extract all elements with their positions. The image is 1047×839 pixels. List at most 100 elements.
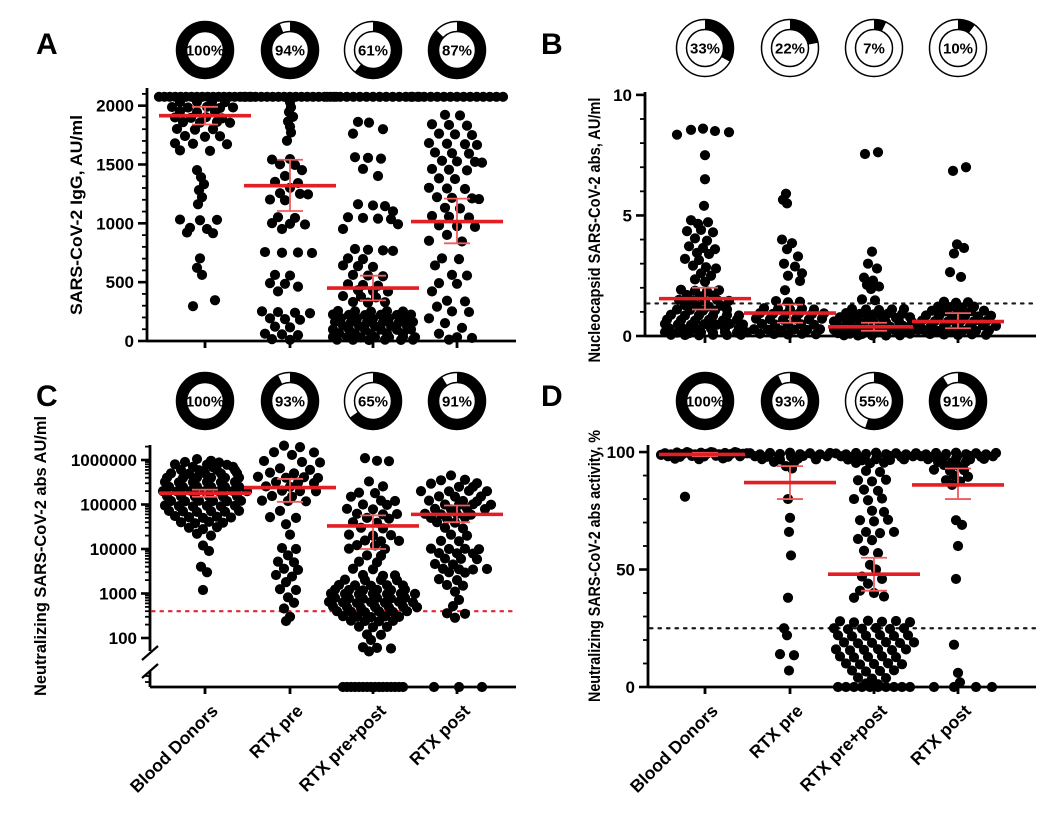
mean-error-B-3 bbox=[828, 321, 920, 332]
data-point bbox=[205, 530, 217, 541]
data-point bbox=[938, 329, 950, 340]
data-point bbox=[285, 127, 297, 138]
data-point bbox=[294, 441, 306, 453]
data-point bbox=[962, 471, 974, 482]
panel-D: D Neutralizing SARS-CoV-2 abs activity, %… bbox=[541, 371, 1038, 797]
data-point bbox=[274, 505, 286, 516]
data-point bbox=[842, 454, 854, 465]
scatter-B-RTX-pre-post bbox=[828, 147, 924, 341]
data-point bbox=[345, 615, 357, 626]
data-point bbox=[473, 193, 485, 205]
data-point bbox=[453, 481, 465, 492]
data-point bbox=[192, 199, 204, 210]
panel-A-letter: A bbox=[36, 28, 58, 61]
data-point bbox=[703, 248, 715, 260]
data-point bbox=[782, 592, 794, 603]
data-point bbox=[872, 147, 884, 158]
data-point bbox=[852, 330, 864, 341]
data-point bbox=[466, 332, 478, 344]
scatter-B-Blood-Donors bbox=[659, 123, 753, 341]
donut-percent-label: 91% bbox=[442, 394, 472, 411]
donut-percent-label: 22% bbox=[775, 41, 805, 58]
data-point bbox=[665, 329, 677, 340]
data-point bbox=[476, 157, 488, 168]
mean-error-A-2 bbox=[244, 158, 336, 212]
data-point bbox=[441, 295, 453, 306]
data-point bbox=[357, 253, 369, 265]
panel-D-ylabel: Neutralizing SARS-CoV-2 abs activity, % bbox=[586, 430, 604, 702]
data-point bbox=[363, 476, 375, 487]
data-point bbox=[781, 198, 793, 209]
data-point bbox=[479, 503, 491, 515]
x-category-label: RTX post bbox=[906, 701, 975, 770]
data-point bbox=[377, 124, 389, 135]
data-point bbox=[169, 138, 181, 149]
data-point bbox=[947, 165, 959, 176]
data-point bbox=[902, 630, 914, 641]
data-point bbox=[290, 512, 302, 523]
y-tick-label: 5 bbox=[623, 206, 632, 225]
donut-arc bbox=[845, 19, 903, 77]
data-point bbox=[838, 637, 850, 648]
data-point bbox=[204, 145, 216, 156]
data-point bbox=[848, 592, 860, 603]
data-point bbox=[864, 458, 876, 469]
data-point bbox=[683, 241, 695, 252]
data-point bbox=[846, 665, 858, 676]
data-point bbox=[395, 334, 407, 346]
data-point bbox=[221, 139, 233, 150]
data-point bbox=[868, 658, 880, 670]
data-point bbox=[381, 621, 393, 632]
data-point bbox=[687, 260, 699, 271]
panel-B-yticks: 0 5 10 bbox=[613, 86, 645, 346]
data-point bbox=[379, 201, 391, 212]
data-point bbox=[365, 634, 377, 646]
data-point bbox=[848, 652, 860, 663]
data-point bbox=[865, 283, 877, 295]
data-point bbox=[423, 495, 435, 506]
data-point bbox=[389, 495, 401, 507]
data-point bbox=[707, 329, 719, 340]
data-point bbox=[710, 263, 722, 274]
x-category-label: Blood Donors bbox=[626, 701, 722, 797]
data-point bbox=[397, 681, 409, 693]
data-point bbox=[461, 120, 473, 131]
donut-arc bbox=[676, 19, 734, 77]
data-point bbox=[252, 471, 264, 482]
data-point bbox=[264, 313, 276, 324]
panel-C-yticks: 100 1000 10000 100000 1000000 bbox=[71, 445, 150, 648]
data-point bbox=[182, 102, 194, 113]
data-point bbox=[166, 101, 178, 113]
data-point bbox=[441, 183, 453, 194]
data-point bbox=[256, 306, 268, 317]
data-point bbox=[276, 329, 288, 340]
data-point bbox=[264, 278, 276, 289]
data-point bbox=[367, 261, 379, 272]
data-point bbox=[871, 263, 883, 274]
data-point bbox=[689, 274, 701, 285]
data-point bbox=[361, 550, 373, 561]
data-point bbox=[349, 152, 361, 163]
data-point bbox=[852, 475, 864, 486]
data-point bbox=[179, 130, 191, 142]
data-point bbox=[461, 165, 473, 176]
data-point bbox=[459, 543, 471, 554]
data-point bbox=[699, 276, 711, 287]
donut-C-3: 65% bbox=[343, 371, 403, 431]
data-point bbox=[282, 550, 294, 561]
data-point bbox=[443, 164, 455, 175]
data-point bbox=[862, 615, 874, 626]
data-point bbox=[337, 223, 349, 235]
data-point bbox=[699, 150, 711, 161]
data-point bbox=[278, 603, 290, 614]
y-tick-label: 0 bbox=[626, 678, 635, 697]
data-point bbox=[377, 481, 389, 492]
data-point bbox=[342, 253, 354, 264]
data-point bbox=[281, 135, 293, 146]
panel-D-letter: D bbox=[541, 380, 563, 413]
data-point bbox=[453, 253, 465, 265]
data-point bbox=[481, 563, 493, 575]
donut-percent-label: 87% bbox=[442, 43, 472, 60]
data-point bbox=[955, 271, 967, 283]
